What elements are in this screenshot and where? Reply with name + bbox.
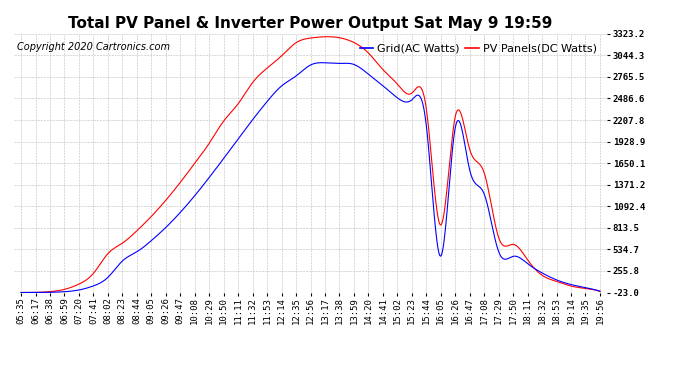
Legend: Grid(AC Watts), PV Panels(DC Watts): Grid(AC Watts), PV Panels(DC Watts) xyxy=(355,39,602,58)
Text: Copyright 2020 Cartronics.com: Copyright 2020 Cartronics.com xyxy=(17,42,170,51)
Title: Total PV Panel & Inverter Power Output Sat May 9 19:59: Total PV Panel & Inverter Power Output S… xyxy=(68,16,553,31)
